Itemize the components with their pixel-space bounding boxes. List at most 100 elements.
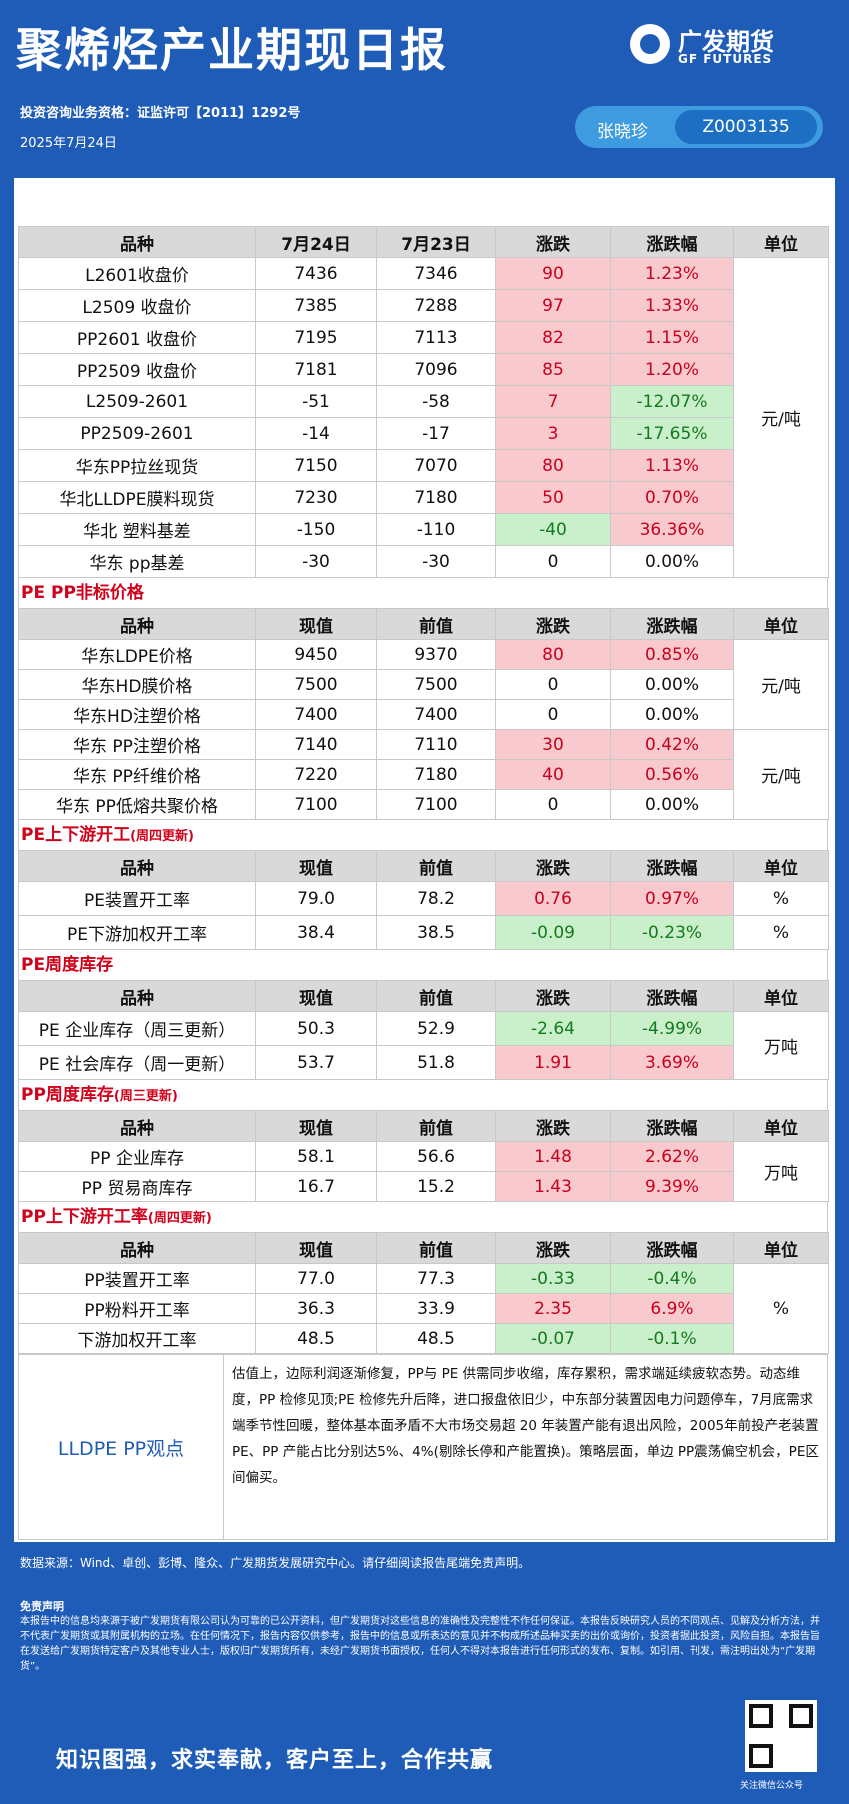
data-table: 品种 现值 前值 涨跌 涨跌幅 单位 PP装置开工率 77.0 77.3 -0.33 -0.4%% P…	[18, 1232, 829, 1354]
table-cell: 52.9	[376, 1011, 496, 1046]
table-cell: 华东 PP注塑价格	[18, 729, 256, 760]
logo-text: 广发期货	[678, 28, 774, 56]
header-cell: 涨跌幅	[610, 1110, 734, 1142]
table-cell: 80	[495, 639, 611, 670]
data-table: 品种 现值 前值 涨跌 涨跌幅 单位 华东LDPE价格 9450 9370 80 0.85% 元/吨华…	[18, 608, 829, 820]
table-cell: 华东 PP低熔共聚价格	[18, 789, 256, 820]
table-cell: -14	[255, 417, 377, 450]
table-cell: 7385	[255, 289, 377, 322]
table-row: 华东 PP低熔共聚价格 7100 7100 0 0.00%	[18, 789, 829, 820]
table-cell: 85	[495, 353, 611, 386]
table-row: L2601收盘价 7436 7346 90 1.23% 元/吨	[18, 257, 829, 578]
section-name: PE PP非标价格	[21, 583, 144, 603]
header-cell: 涨跌	[495, 226, 611, 258]
viewpoint: LLDPE PP观点 估值上，边际利润逐渐修复，PP与 PE 供需同步收缩，库存累…	[18, 1354, 828, 1540]
table-row: 华东HD膜价格 7500 7500 0 0.00%	[18, 669, 829, 700]
header-cell: 现值	[255, 980, 377, 1012]
table-cell: 0.85%	[610, 639, 734, 670]
table-cell: -40	[495, 513, 611, 546]
table-cell: 16.7	[255, 1171, 377, 1202]
table-cell: -30	[255, 545, 377, 578]
header-cell: 品种	[18, 608, 256, 640]
header-cell: 涨跌	[495, 1232, 611, 1264]
table-cell: 38.5	[376, 915, 496, 950]
tables: 品种 7月24日 7月23日 涨跌 涨跌幅 单位 L2601收盘价 7436 7346 90 1.2…	[18, 226, 829, 1540]
unit-cell: 元/吨	[733, 729, 829, 820]
table-row: PE下游加权开工率 38.4 38.5 -0.09 -0.23%%	[18, 915, 829, 950]
table-cell: 华北LLDPE膜料现货	[18, 481, 256, 514]
table-cell: 48.5	[255, 1323, 377, 1354]
section-title: PE上下游开工(周四更新)	[18, 820, 828, 850]
header-cell: 现值	[255, 608, 377, 640]
table-row: 下游加权开工率 48.5 48.5 -0.07 -0.1%	[18, 1323, 829, 1354]
table-cell: -30	[376, 545, 496, 578]
header-cell: 现值	[255, 1232, 377, 1264]
section-title: PP上下游开工率(周四更新)	[18, 1202, 828, 1232]
table-cell: 7220	[255, 759, 377, 790]
table-cell: PP 企业库存	[18, 1141, 256, 1172]
table-cell: 华东HD注塑价格	[18, 699, 256, 730]
table-cell: 58.1	[255, 1141, 377, 1172]
table-cell: 7500	[376, 669, 496, 700]
logo-icon	[630, 24, 670, 64]
header-cell: 涨跌	[495, 980, 611, 1012]
table-cell: -0.33	[495, 1263, 611, 1294]
header-cell: 涨跌	[495, 850, 611, 882]
header-cell: 现值	[255, 1110, 377, 1142]
table-cell: 7096	[376, 353, 496, 386]
table-cell: PE 社会库存（周一更新）	[18, 1045, 256, 1080]
viewpoint-text: 估值上，边际利润逐渐修复，PP与 PE 供需同步收缩，库存累积，需求端延续疲软态…	[232, 1366, 819, 1486]
qr-code	[745, 1700, 817, 1772]
data-table: 品种 现值 前值 涨跌 涨跌幅 单位 PE 企业库存（周三更新） 50.3 52.9 -2.64-…	[18, 980, 829, 1080]
footer: 数据来源：Wind、卓创、彭博、隆众、广发期货发展研究中心。请仔细阅读报告尾端免…	[0, 1542, 849, 1804]
table-row: 华东 pp基差 -30 -30 0 0.00%	[18, 545, 829, 578]
table-cell: 0.97%	[610, 881, 734, 916]
header-cell: 前值	[376, 1232, 496, 1264]
table-cell: 80	[495, 449, 611, 482]
header: 聚烯烃产业期现日报 广发期货 GF FUTURES 投资咨询业务资格：证监许可【…	[0, 0, 849, 178]
table-cell: 30	[495, 729, 611, 760]
unit-cell: 元/吨	[733, 639, 829, 730]
table-cell: 0	[495, 789, 611, 820]
header-row: 品种 7月24日 7月23日 涨跌 涨跌幅 单位	[18, 226, 829, 258]
table-cell: 0.76	[495, 881, 611, 916]
table-cell: 56.6	[376, 1141, 496, 1172]
table-cell: -12.07%	[610, 385, 734, 418]
header-cell: 涨跌幅	[610, 226, 734, 258]
header-cell: 品种	[18, 850, 256, 882]
table-row: PE装置开工率 79.0 78.2 0.76 0.97%%	[18, 881, 829, 916]
header-cell: 单位	[733, 850, 829, 882]
table-cell: 7400	[376, 699, 496, 730]
table-cell: 0.00%	[610, 669, 734, 700]
table-row: 华东HD注塑价格 7400 7400 0 0.00%	[18, 699, 829, 730]
table-row: L2509 收盘价 7385 7288 97 1.33%	[18, 289, 829, 322]
table-cell: 2.62%	[610, 1141, 734, 1172]
section-note: (周四更新)	[130, 829, 194, 844]
table-cell: -17.65%	[610, 417, 734, 450]
section-name: PE周度库存	[21, 955, 114, 975]
section-name: PP上下游开工率	[21, 1207, 148, 1227]
header-cell: 涨跌	[495, 608, 611, 640]
table-cell: 华东LDPE价格	[18, 639, 256, 670]
table-cell: L2509 收盘价	[18, 289, 256, 322]
viewpoint-label: LLDPE PP观点	[19, 1355, 224, 1539]
table-cell: 1.15%	[610, 321, 734, 354]
section-title: PP周度库存(周三更新)	[18, 1080, 828, 1110]
table-cell: 3	[495, 417, 611, 450]
unit-cell: %	[733, 881, 829, 916]
table-cell: 97	[495, 289, 611, 322]
header-cell: 单位	[733, 980, 829, 1012]
table-cell: -2.64	[495, 1011, 611, 1046]
table-cell: PP装置开工率	[18, 1263, 256, 1294]
table-cell: 0.00%	[610, 699, 734, 730]
report-body: 品种 7月24日 7月23日 涨跌 涨跌幅 单位 L2601收盘价 7436 7346 90 1.2…	[14, 178, 835, 1542]
table-row: 华北LLDPE膜料现货 7230 7180 50 0.70%	[18, 481, 829, 514]
table-cell: 53.7	[255, 1045, 377, 1080]
table-cell: L2601收盘价	[18, 257, 256, 290]
data-table: 品种 7月24日 7月23日 涨跌 涨跌幅 单位 L2601收盘价 7436 7346 90 1.2…	[18, 226, 829, 578]
section-title: PE周度库存	[18, 950, 828, 980]
logo: 广发期货 GF FUTURES	[630, 22, 830, 72]
header-cell: 7月23日	[376, 226, 496, 258]
table-cell: 79.0	[255, 881, 377, 916]
